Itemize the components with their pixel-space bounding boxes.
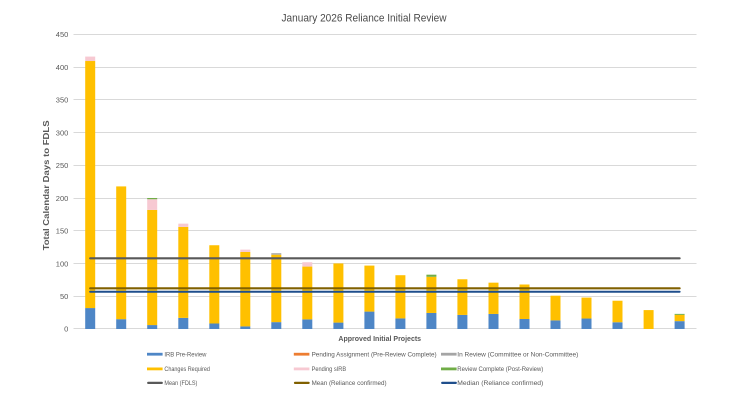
svg-text:450: 450 [56, 30, 69, 39]
svg-text:Pending sIRB: Pending sIRB [312, 366, 347, 373]
svg-text:250: 250 [56, 161, 69, 170]
svg-text:Review Complete (Post-Review): Review Complete (Post-Review) [457, 366, 543, 373]
svg-text:150: 150 [56, 227, 69, 236]
svg-text:300: 300 [56, 128, 69, 137]
svg-text:In Review (Committee or Non-Co: In Review (Committee or Non-Committee) [457, 352, 578, 359]
svg-text:Pending Assignment (Pre-Review: Pending Assignment (Pre-Review Complete) [312, 352, 437, 359]
svg-text:Changes Required: Changes Required [164, 366, 210, 373]
svg-text:Total Calendar Days to FDLS: Total Calendar Days to FDLS [42, 120, 51, 250]
svg-text:Mean (FDLS): Mean (FDLS) [164, 380, 197, 387]
svg-text:Median (Reliance confirmed): Median (Reliance confirmed) [457, 380, 543, 387]
svg-text:350: 350 [56, 96, 69, 105]
svg-text:100: 100 [56, 259, 69, 268]
svg-text:IRB Pre-Review: IRB Pre-Review [164, 352, 206, 359]
svg-text:Mean (Reliance confirmed): Mean (Reliance confirmed) [312, 380, 387, 387]
svg-text:50: 50 [60, 292, 68, 301]
svg-text:Approved Initial Projects: Approved Initial Projects [338, 334, 421, 343]
svg-text:200: 200 [56, 194, 69, 203]
svg-text:400: 400 [56, 63, 69, 72]
svg-text:January 2026 Reliance Initial: January 2026 Reliance Initial Review [282, 13, 447, 25]
svg-text:0: 0 [64, 325, 68, 334]
